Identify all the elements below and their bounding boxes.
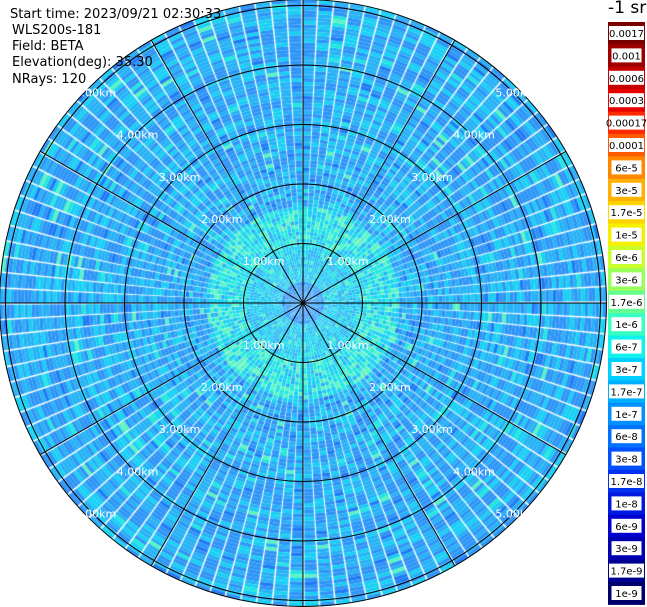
range-ring-label: 3.00km [159,423,201,436]
azimuth-spoke [302,302,567,456]
colorbar-label-box [611,586,642,600]
range-ring-label: 2.00km [201,381,243,394]
range-ring-label: 5.00km [495,507,537,520]
range-ring-label: 1.00km [243,339,285,352]
colorbar-label-box [611,48,642,63]
range-ring-label: 1.00km [243,255,285,268]
colorbar-tick-label: 1.7e-5 [610,208,642,219]
range-ring-label: 5.00km [75,87,117,100]
colorbar-tick-label: 0.00017 [606,119,647,130]
colorbar-tick-label: 6e-8 [615,432,638,443]
colorbar-tick-label: 3e-5 [615,186,638,197]
colorbar-label-box [611,541,642,556]
colorbar-label-box [609,26,644,40]
range-ring-label: 5.00km [495,87,537,100]
colorbar-tick-label: 0.0003 [609,96,644,107]
colorbar-tick-label: 1e-8 [615,499,638,510]
range-ring-label: 3.00km [159,171,201,184]
azimuth-spoke [302,150,567,304]
range-ring-label: 3.00km [411,171,453,184]
colorbar-label-box [611,496,642,511]
azimuth-spoke [302,302,456,567]
colorbar-label-box [611,317,642,332]
field-label: Field: BETA [12,39,84,54]
colorbar-label-box [609,384,644,399]
range-ring-label: 4.00km [117,465,159,478]
colorbar-label-box [611,227,642,242]
azimuth-spoke [39,150,304,304]
azimuth-spoke [39,302,304,456]
nrays-label: NRays: 120 [12,72,87,87]
colorbar-tick-label: 3e-7 [615,365,638,376]
range-ring-label: 3.00km [411,423,453,436]
azimuth-spoke [150,39,304,304]
colorbar-tick-label: 0.0001 [609,141,644,152]
colorbar-tick-label: 1.7e-6 [610,298,642,309]
start-time-label: Start time: 2023/09/21 02:30:33 [10,7,222,22]
colorbar-tick-label: 1e-7 [615,410,638,421]
range-ring-label: 1.00km [327,339,369,352]
colorbar-tick-label: 1.7e-7 [610,387,642,398]
colorbar-tick-label: 0.0017 [609,29,644,40]
colorbar-label-box [611,362,642,376]
range-ring-label: 2.00km [369,213,411,226]
colorbar-tick-label: 0.0006 [609,74,644,85]
colorbar-label-box [609,115,644,130]
range-ring-label: 4.00km [453,465,495,478]
colorbar-tick-label: 3e-9 [615,544,638,555]
colorbar-label-box [611,272,642,287]
colorbar-label-box [611,518,642,533]
elevation-label: Elevation(deg): 35.30 [12,55,153,70]
range-ring-label: 2.00km [201,213,243,226]
colorbar-tick-label: 1e-6 [615,320,638,331]
colorbar-tick-label: 1e-5 [615,231,638,242]
colorbar-label-box [611,182,642,197]
colorbar-tick-label: 1.7e-8 [610,477,642,488]
colorbar-tick-label: 6e-9 [615,522,638,533]
colorbar-label-box [611,429,642,444]
colorbar-label-box [611,339,642,354]
colorbar-tick-label: 3e-6 [615,275,638,286]
colorbar-label-box [609,474,644,488]
colorbar-label-box [609,294,644,309]
colorbar-tick-label: 1e-9 [615,589,638,600]
device-label: WLS200s-181 [12,23,102,38]
colorbar-label-box [611,451,642,466]
colorbar-tick-label: 0.001 [612,51,641,62]
colorbar-label-box [609,205,644,220]
colorbar-label-box [609,138,644,152]
colorbar-tick-label: 1.7e-9 [610,567,642,578]
range-ring-label: 4.00km [117,129,159,142]
colorbar-tick-label: 6e-7 [615,343,638,354]
range-ring-label: 1.00km [327,255,369,268]
colorbar-tick-label: 6e-5 [615,163,638,174]
colorbar-label-box [611,406,642,421]
colorbar-label-box [609,93,644,108]
colorbar-label-box [609,563,644,578]
range-ring-label: 4.00km [453,129,495,142]
azimuth-spoke [302,39,456,304]
range-ring-label: 2.00km [369,381,411,394]
colorbar-tick-label: 6e-6 [615,253,638,264]
colorbar-label-box [611,160,642,175]
range-ring-label: 5.00km [75,507,117,520]
colorbar-label-box [611,250,642,264]
colorbar-unit: -1 sr [608,0,647,18]
colorbar-tick-label: 3e-8 [615,455,638,466]
azimuth-spoke [150,302,304,567]
colorbar-label-box [609,70,644,85]
